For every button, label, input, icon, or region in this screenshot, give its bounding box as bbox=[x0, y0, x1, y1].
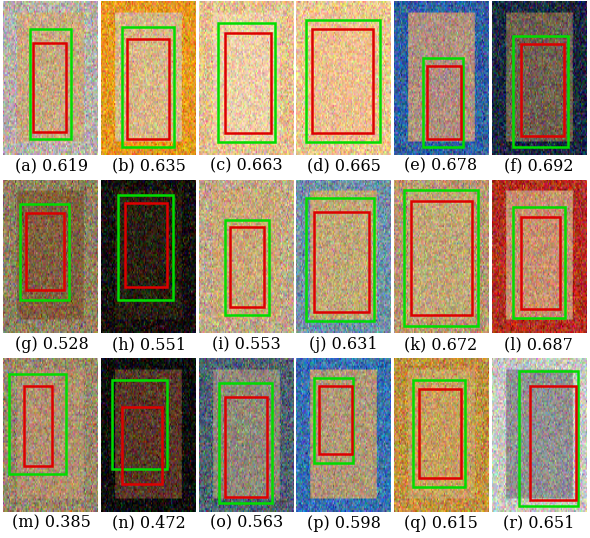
Text: (j) 0.631: (j) 0.631 bbox=[309, 336, 378, 353]
Text: (h) 0.551: (h) 0.551 bbox=[112, 336, 186, 353]
Text: (n) 0.472: (n) 0.472 bbox=[112, 515, 186, 532]
Text: (c) 0.663: (c) 0.663 bbox=[210, 158, 283, 174]
Bar bbox=[9, 374, 65, 473]
Bar bbox=[519, 371, 578, 506]
Bar bbox=[423, 58, 463, 147]
Text: (d) 0.665: (d) 0.665 bbox=[307, 158, 381, 174]
Bar bbox=[313, 378, 353, 463]
Text: (b) 0.635: (b) 0.635 bbox=[112, 158, 186, 174]
Bar bbox=[122, 407, 162, 484]
Bar bbox=[225, 220, 269, 315]
Bar bbox=[411, 201, 472, 315]
Text: (p) 0.598: (p) 0.598 bbox=[307, 515, 381, 532]
Text: (q) 0.615: (q) 0.615 bbox=[404, 515, 478, 532]
Bar bbox=[319, 386, 352, 454]
Bar bbox=[306, 198, 374, 321]
Bar bbox=[127, 39, 169, 139]
Bar bbox=[306, 19, 380, 143]
Text: (o) 0.563: (o) 0.563 bbox=[209, 515, 283, 532]
Bar bbox=[112, 380, 167, 469]
Text: (m) 0.385: (m) 0.385 bbox=[12, 515, 91, 532]
Text: (f) 0.692: (f) 0.692 bbox=[504, 158, 573, 174]
Bar bbox=[419, 389, 461, 478]
Bar bbox=[118, 195, 173, 300]
Bar bbox=[225, 33, 271, 133]
Bar bbox=[513, 207, 565, 318]
Bar bbox=[530, 386, 576, 500]
Text: (l) 0.687: (l) 0.687 bbox=[504, 336, 573, 353]
Bar bbox=[26, 214, 64, 291]
Bar bbox=[520, 217, 560, 309]
Bar bbox=[30, 29, 71, 139]
Bar bbox=[34, 43, 65, 132]
Text: (k) 0.672: (k) 0.672 bbox=[404, 336, 478, 353]
Bar bbox=[24, 386, 53, 466]
Bar bbox=[122, 27, 174, 147]
Bar bbox=[520, 44, 564, 136]
Text: (i) 0.553: (i) 0.553 bbox=[212, 336, 281, 353]
Bar bbox=[404, 190, 478, 325]
Text: (r) 0.651: (r) 0.651 bbox=[503, 515, 574, 532]
Text: (g) 0.528: (g) 0.528 bbox=[15, 336, 88, 353]
Bar bbox=[313, 212, 369, 312]
Bar bbox=[218, 23, 274, 143]
Bar bbox=[413, 380, 466, 487]
Bar bbox=[312, 29, 373, 133]
Bar bbox=[230, 228, 264, 307]
Text: (a) 0.619: (a) 0.619 bbox=[15, 158, 88, 174]
Bar bbox=[513, 37, 568, 147]
Bar bbox=[126, 203, 167, 287]
Bar bbox=[225, 397, 267, 497]
Bar bbox=[428, 66, 461, 139]
Text: (e) 0.678: (e) 0.678 bbox=[405, 158, 477, 174]
Bar bbox=[219, 383, 272, 502]
Bar bbox=[20, 204, 70, 300]
